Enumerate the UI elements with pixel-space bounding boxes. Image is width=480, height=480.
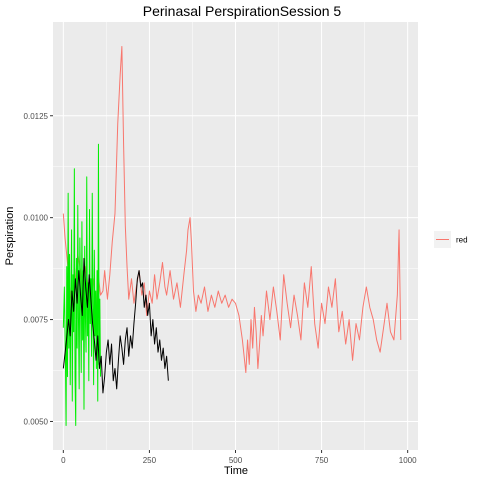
x-axis-title: Time [224, 465, 248, 477]
series-line-3 [62, 257, 169, 394]
y-tick-label: 0.0100 [24, 214, 49, 223]
x-tick-label: 750 [315, 456, 329, 465]
y-axis-title: Perspiration [4, 207, 16, 266]
series-line-2 [62, 143, 102, 427]
grid-lines [53, 22, 418, 450]
x-axis: 0 250 500 750 1000 [61, 450, 417, 465]
y-tick-label: 0.0075 [24, 316, 49, 325]
legend: red [434, 231, 468, 248]
x-tick-label: 500 [229, 456, 243, 465]
legend-label: red [456, 236, 468, 245]
series-layer [62, 45, 402, 427]
chart-title: Perinasal PerspirationSession 5 [143, 3, 342, 19]
y-tick-label: 0.0050 [24, 417, 49, 426]
x-tick-label: 1000 [399, 456, 417, 465]
series-line-1 [62, 45, 402, 374]
x-tick-label: 250 [143, 456, 157, 465]
y-tick-label: 0.0125 [24, 112, 49, 121]
y-axis: 0.0050 0.0075 0.0100 0.0125 [24, 112, 53, 426]
x-tick-label: 0 [61, 456, 66, 465]
